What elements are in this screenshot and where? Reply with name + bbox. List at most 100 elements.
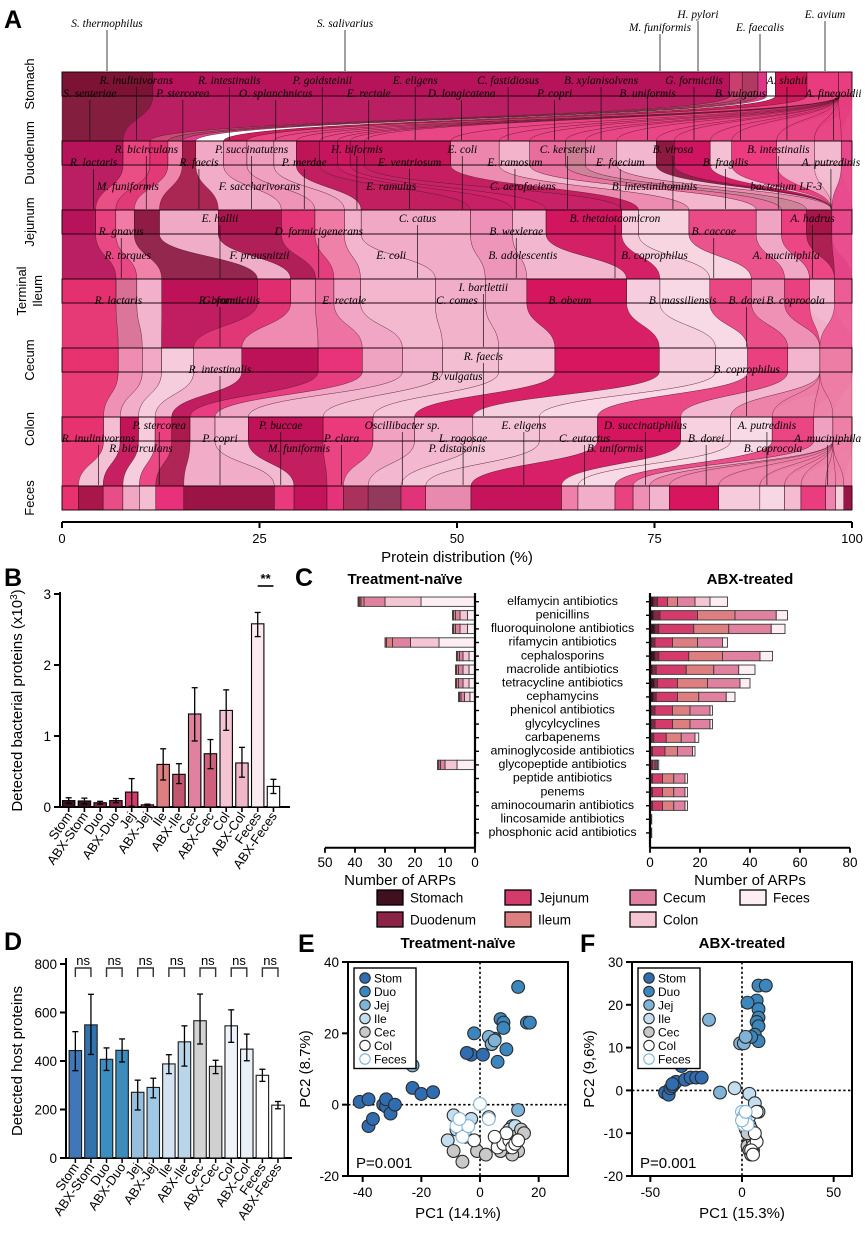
p-value-annotation: P=0.001 — [356, 1155, 412, 1172]
left-bar-segment — [386, 637, 393, 648]
legend-label: Ile — [374, 1012, 387, 1026]
left-bar-segment — [444, 759, 458, 771]
organ-label: Ileum — [30, 275, 45, 307]
x-tick-label: 100 — [841, 531, 863, 546]
right-bar-segment — [689, 705, 711, 716]
legend-label: Duodenum — [410, 913, 476, 928]
data-point-stom — [459, 1045, 474, 1060]
right-bar-segment — [654, 678, 658, 689]
species-label: C. aerofaciens — [490, 181, 557, 193]
y-axis-title: PC2 (8.7%) — [297, 1030, 314, 1108]
category-label: tetracycline antibiotics — [502, 676, 623, 690]
species-label: M. funiformis — [96, 181, 160, 193]
panel-d-letter: D — [4, 928, 23, 956]
left-bar-segment — [458, 650, 464, 662]
panel-f-pca-abx: F ABX-treated -50 0 50 -20 -10 0 10 20 30 PC1 (15.… — [578, 928, 865, 1251]
species-label: S. thermophilus — [71, 18, 143, 30]
species-label: P. buccae — [258, 420, 302, 432]
ns-marker: ns — [232, 953, 246, 968]
legend-marker-ile — [359, 1012, 371, 1025]
right-x-tick: 60 — [792, 855, 807, 870]
right-bar-segment — [673, 786, 686, 798]
species-label: F. saccharivorans — [218, 181, 301, 193]
species-label: E. eligens — [500, 420, 546, 432]
species-label: R. gnavus — [98, 226, 144, 238]
organ-label: Cecum — [22, 339, 37, 380]
species-label: A. finegoldii — [804, 88, 861, 100]
data-point-feces — [738, 1104, 753, 1119]
data-point-duo — [490, 1054, 505, 1069]
category-label: rifamycin antibiotics — [508, 635, 616, 649]
right-bar-segment — [685, 664, 715, 675]
panel-c-arps: C Treatment-naïve ABX-treated elfamycin an… — [295, 562, 865, 892]
left-bar-segment — [458, 678, 464, 689]
species-label: E. rectale — [346, 88, 391, 100]
y-tick-label: 10 — [608, 1041, 623, 1056]
sankey-species-labels: R. torques F. prausnitzii E. coli B. adoles… — [104, 250, 820, 262]
species-label: C. comes — [436, 295, 478, 307]
right-bar-segment — [659, 610, 698, 621]
species-label: A. muciniphila — [793, 433, 861, 445]
legend-swatch-cecum — [629, 889, 657, 906]
right-bar-segment — [677, 691, 700, 703]
right-bar-segment — [654, 637, 673, 648]
left-bar-segment — [437, 759, 440, 771]
ns-marker: ns — [139, 953, 153, 968]
legend-label: Jejunum — [538, 891, 589, 906]
data-point-stom — [387, 1097, 402, 1112]
species-label: R. torques — [104, 250, 152, 262]
left-bar-segment — [392, 637, 411, 648]
y-tick-label: 20 — [324, 1026, 339, 1041]
species-label: B. obeum — [548, 295, 591, 307]
y-axis-title: Detected bacterial proteins (x103) — [9, 589, 26, 811]
panel-c-letter: C — [295, 564, 314, 592]
species-label: B. adolescentis — [488, 250, 558, 262]
species-label: O. splanchnicus — [239, 88, 313, 100]
species-label: D. longicatena — [427, 88, 496, 100]
species-label: A. hadrus — [789, 213, 835, 225]
legend-label: Feces — [374, 1052, 407, 1066]
sankey-row-jejunum: Jejunum — [22, 197, 853, 247]
species-label: R. inulinivorans — [99, 75, 174, 87]
x-axis-title: PC1 (15.3%) — [699, 1205, 785, 1222]
y-tick-label: 20 — [608, 998, 623, 1013]
bar-Duo — [99, 1058, 114, 1159]
right-bar-segment — [657, 759, 660, 771]
right-bar-segment — [694, 732, 700, 743]
data-point-ile — [440, 1133, 455, 1148]
left-bar-segment — [357, 596, 360, 607]
y-tick-label: 40 — [324, 955, 339, 970]
sankey-species-labels-stomach: S. thermophilus S. salivarius H. pyloriM. … — [71, 9, 845, 71]
right-bar-segment — [667, 596, 678, 607]
left-bar-segment — [462, 650, 470, 662]
right-bar-segment — [680, 732, 696, 743]
legend-marker-col — [359, 1039, 371, 1052]
organ-label: Duodenum — [22, 121, 37, 185]
right-bar-segment — [652, 800, 663, 811]
right-bar-segment — [652, 664, 657, 675]
data-point-col — [746, 1147, 760, 1162]
p-value-annotation: P=0.001 — [640, 1155, 696, 1172]
species-label: H. pylori — [676, 9, 718, 21]
legend-label: Duo — [374, 985, 396, 999]
y-tick-label: -10 — [603, 1126, 623, 1141]
organ-label: Terminal — [14, 266, 29, 315]
sankey-row-duodenum: Duodenum — [22, 121, 853, 185]
right-bar-segment — [651, 705, 656, 716]
right-bar-segment — [652, 746, 666, 757]
category-label: aminocoumarin antibiotics — [491, 798, 634, 812]
right-bar-segment — [662, 773, 675, 784]
legend-label: Colon — [663, 913, 698, 928]
species-label: P. merdae — [281, 157, 327, 169]
sankey-species-labels: R. gnavus E. hallii D. formicigenerans C. c… — [98, 213, 835, 278]
right-bar-segment — [662, 800, 675, 811]
legend-label: Cec — [374, 1025, 395, 1039]
right-bar-segment — [770, 623, 786, 635]
right-bar-segment — [698, 691, 727, 703]
species-label: R. faecis — [178, 157, 219, 169]
species-label: E. coli — [446, 144, 477, 156]
legend-label: Cec — [658, 1025, 679, 1039]
y-tick-label: -20 — [319, 1169, 339, 1184]
